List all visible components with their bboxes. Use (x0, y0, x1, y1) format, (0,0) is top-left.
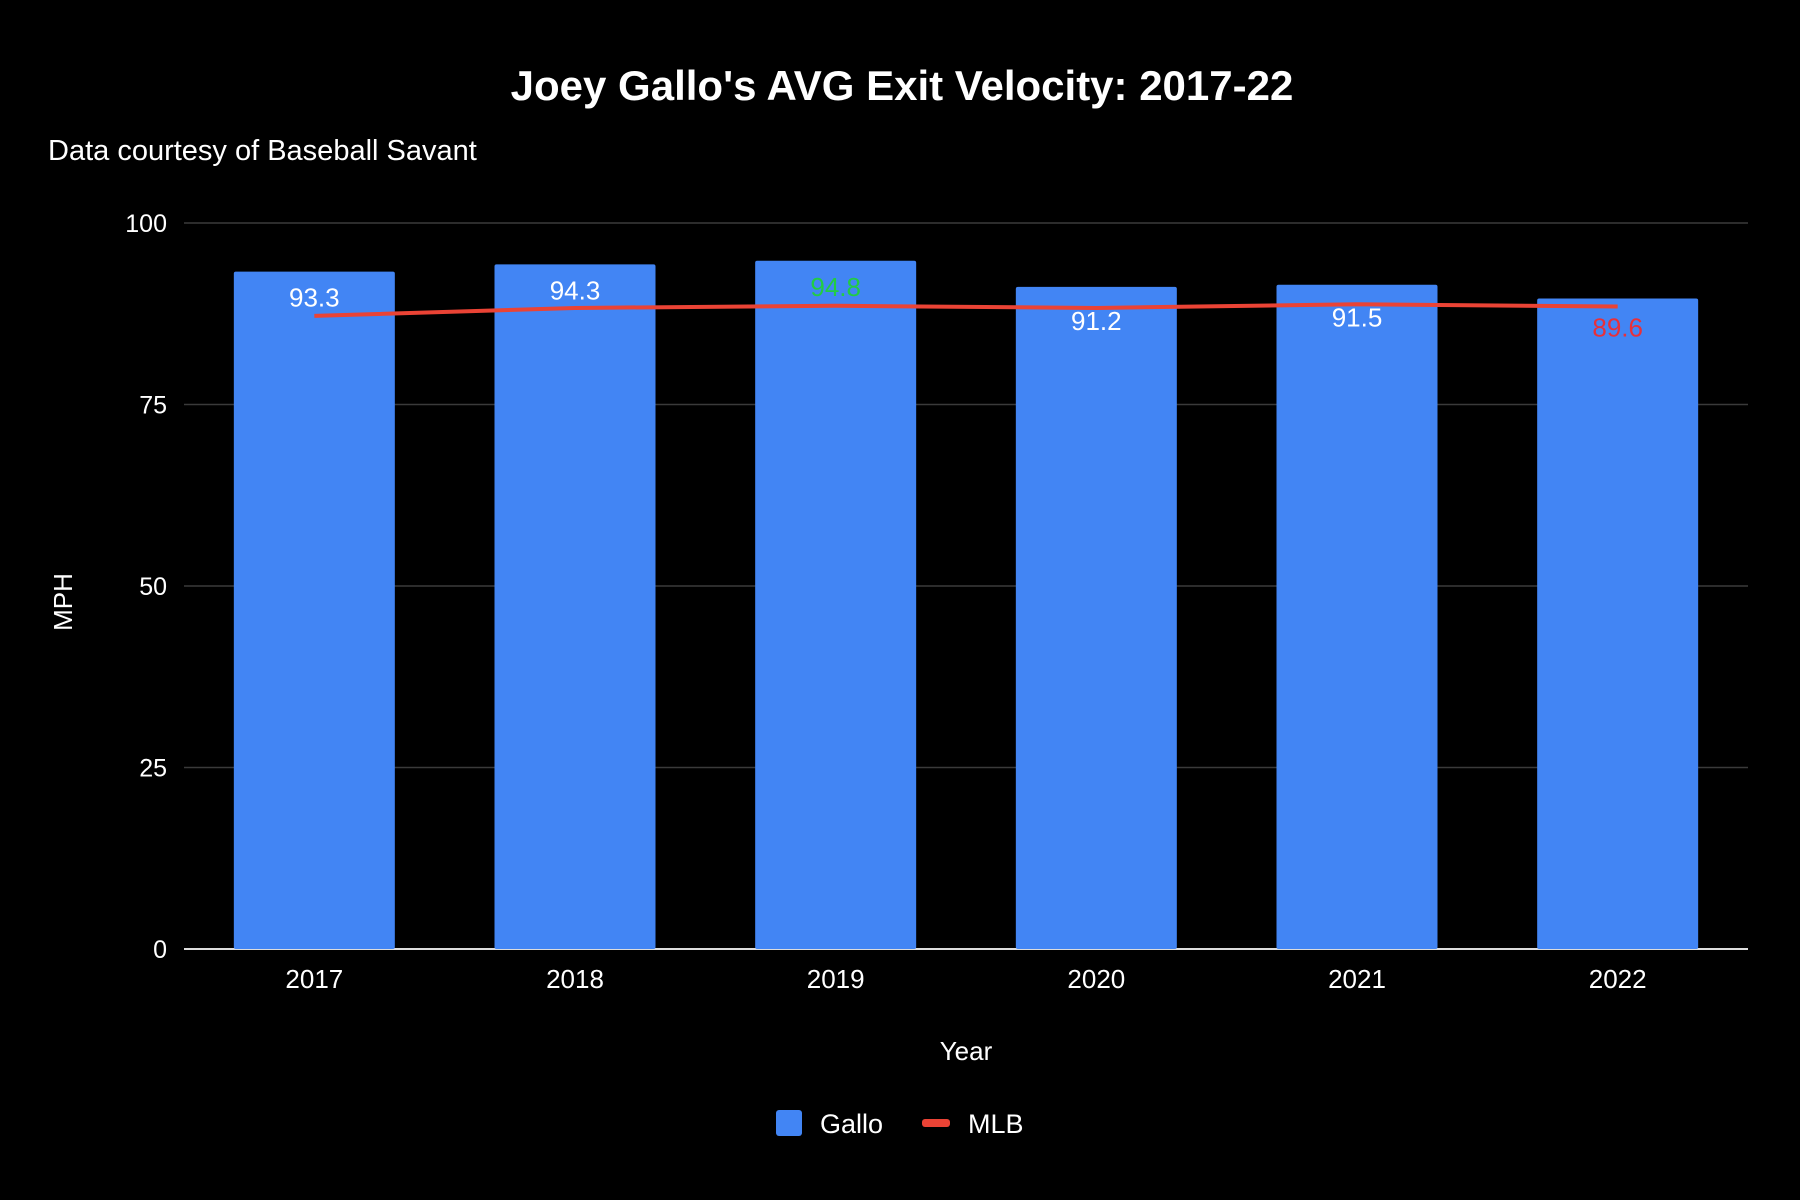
bar-2017 (233, 271, 395, 950)
data-label: 94.8 (810, 272, 861, 302)
x-tick-label: 2020 (1067, 964, 1125, 994)
data-label: 91.5 (1332, 302, 1383, 332)
legend-swatch-mlb (922, 1119, 950, 1127)
mlb-line (314, 302, 1618, 318)
chart-title: Joey Gallo's AVG Exit Velocity: 2017-22 (511, 62, 1294, 109)
legend-swatch-gallo (776, 1110, 802, 1136)
bar-2020 (1015, 286, 1177, 949)
y-axis-label: MPH (48, 573, 78, 631)
bar-2019 (755, 260, 917, 949)
y-tick-label: 100 (125, 210, 167, 238)
x-tick-label: 2021 (1328, 964, 1386, 994)
bar-2021 (1276, 284, 1438, 950)
legend-label-gallo: Gallo (820, 1109, 883, 1139)
data-label: 94.3 (550, 275, 601, 305)
x-axis-label: Year (940, 1036, 993, 1066)
x-tick-label: 2019 (807, 964, 865, 994)
data-label: 91.2 (1071, 306, 1122, 336)
bar-2022 (1537, 298, 1699, 949)
chart-subtitle: Data courtesy of Baseball Savant (48, 135, 477, 167)
y-tick-label: 25 (139, 755, 167, 783)
x-tick-label: 2017 (285, 964, 343, 994)
y-tick-label: 75 (139, 392, 167, 420)
y-tick-label: 0 (153, 936, 167, 964)
legend: Gallo MLB (776, 1109, 1024, 1139)
legend-label-mlb: MLB (968, 1109, 1024, 1139)
data-label: 89.6 (1592, 312, 1643, 342)
x-tick-label: 2022 (1589, 964, 1647, 994)
bar-2018 (494, 264, 656, 950)
x-tick-label: 2018 (546, 964, 604, 994)
data-label: 93.3 (289, 283, 340, 313)
y-tick-label: 50 (139, 573, 167, 601)
